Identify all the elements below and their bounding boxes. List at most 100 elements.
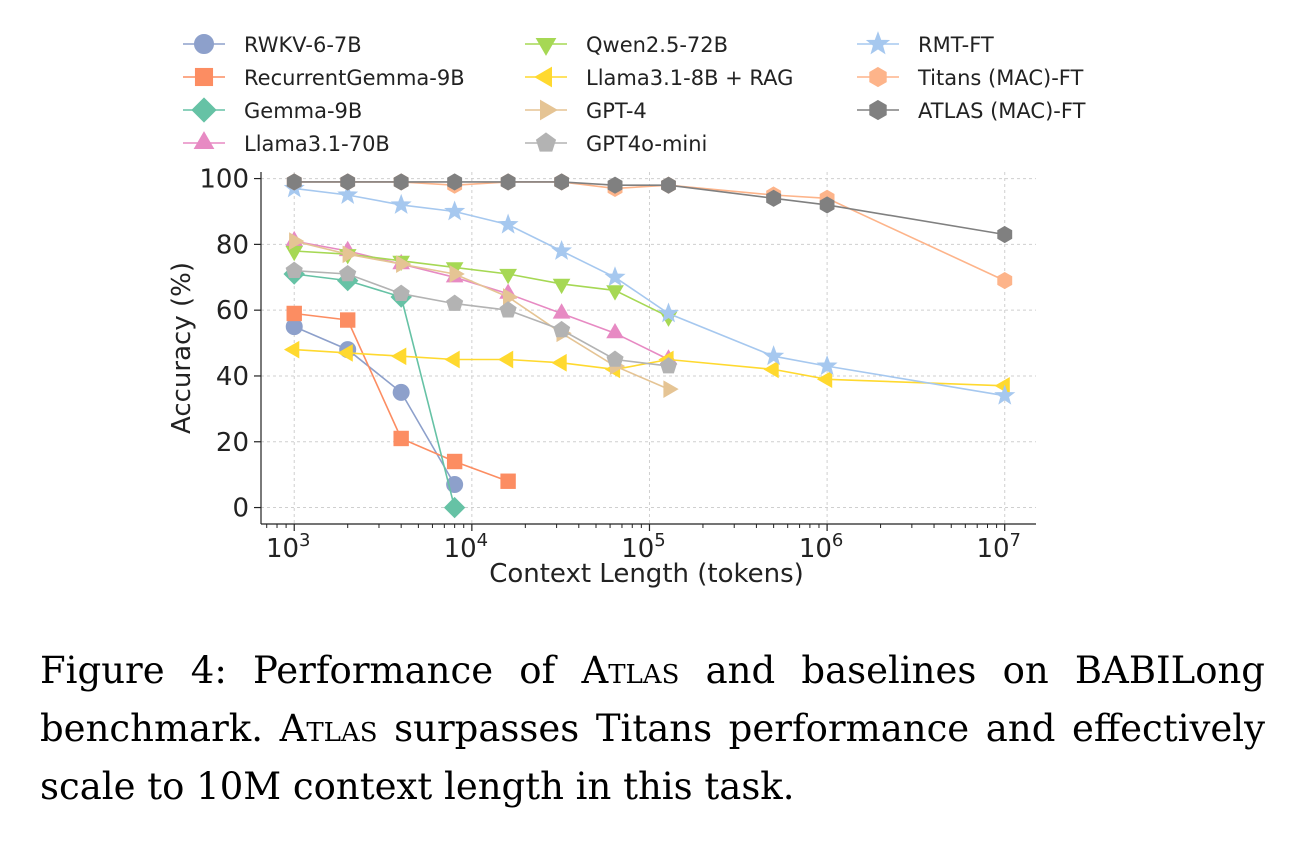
legend-marker (194, 67, 214, 87)
legend-entry-atlas-mac-ft: ATLAS (MAC)-FT (857, 99, 1086, 123)
legend-label: Titans (MAC)-FT (917, 66, 1083, 90)
data-point-gpt-4 (449, 265, 465, 283)
data-point-atlas-mac-ft (607, 176, 623, 194)
data-point-atlas-mac-ft (286, 173, 302, 191)
axes: 103 104 105 106 107 0 20 40 60 80 100 Context Lengt… (167, 165, 1036, 589)
series-atlas-mac-ft (286, 173, 1013, 244)
legend: RWKV-6-7B RecurrentGemma-9B Gemma-9B Llama3… (183, 31, 1086, 156)
data-point-gpt4o-mini (446, 294, 464, 311)
legend-label: ATLAS (MAC)-FT (918, 99, 1086, 123)
data-point-qwen2-5-72b (606, 285, 624, 301)
data-point-atlas-mac-ft (340, 173, 356, 191)
series-line-rwkv-6-7b (293, 325, 456, 485)
data-point-rmt-ft (337, 183, 359, 204)
legend-marker (535, 38, 557, 56)
data-point-rmt-ft (763, 345, 785, 366)
data-point-rmt-ft (816, 355, 838, 376)
data-point-atlas-mac-ft (554, 173, 569, 191)
data-point-llama3-1-8b-rag (444, 350, 460, 369)
legend-entry-rmt-ft: RMT-FT (857, 31, 994, 57)
data-point-recurrentgemma-9b (340, 312, 356, 328)
series-gemma-9b (283, 263, 466, 519)
data-point-recurrentgemma-9b (500, 473, 516, 489)
data-point-rwkv-6-7b (392, 383, 410, 401)
figure-caption: Figure 4: Performance of Atlas and basel… (40, 642, 1265, 816)
data-point-atlas-mac-ft (661, 176, 676, 194)
data-point-llama3-1-8b-rag (337, 344, 353, 362)
legend-label: Llama3.1-70B (244, 132, 390, 156)
legend-entry-rwkv-6-7b: RWKV-6-7B (183, 33, 362, 57)
x-tick-label: 103 (266, 530, 311, 564)
legend-marker (191, 97, 217, 123)
legend-label: Qwen2.5-72B (586, 33, 728, 57)
legend-entry-qwen2-5-72b: Qwen2.5-72B (525, 33, 728, 57)
legend-marker (194, 34, 214, 54)
series-recurrentgemma-9b (286, 305, 516, 489)
caption-text-1: Performance of (253, 649, 556, 692)
series-line-gpt-4 (294, 240, 669, 390)
y-tick-label: 20 (216, 428, 249, 458)
legend-label: RWKV-6-7B (244, 33, 362, 57)
data-point-gpt-4 (396, 255, 412, 273)
data-point-gpt-4 (342, 245, 358, 264)
data-point-gpt4o-mini (553, 320, 571, 338)
data-point-gpt-4 (663, 380, 679, 398)
data-point-rmt-ft (658, 302, 679, 323)
legend-marker (193, 131, 215, 149)
legend-entry-llama3-1-70b: Llama3.1-70B (183, 131, 390, 156)
data-point-gpt4o-mini (339, 264, 357, 282)
legend-label: RecurrentGemma-9B (244, 66, 465, 90)
data-point-gpt-4 (289, 232, 305, 250)
series-rwkv-6-7b (285, 318, 464, 494)
data-point-atlas-mac-ft (393, 173, 409, 191)
data-point-qwen2-5-72b (499, 268, 517, 285)
data-point-gpt4o-mini (499, 301, 517, 318)
legend-label: RMT-FT (918, 33, 994, 57)
x-axis-label: Context Length (tokens) (489, 559, 804, 589)
legend-entry-recurrentgemma-9b: RecurrentGemma-9B (183, 66, 465, 90)
data-point-rmt-ft (551, 239, 573, 260)
data-point-llama3-1-8b-rag (497, 350, 514, 369)
data-point-atlas-mac-ft (819, 196, 835, 214)
legend-entry-titans-mac-ft: Titans (MAC)-FT (857, 66, 1083, 90)
legend-entry-gpt-4: GPT-4 (525, 99, 647, 123)
series-line-gpt4o-mini (294, 269, 669, 367)
legend-marker (535, 132, 557, 152)
data-point-rmt-ft (994, 384, 1016, 405)
series-gpt4o-mini (285, 261, 678, 374)
data-point-qwen2-5-72b (552, 278, 571, 295)
legend-entry-llama3-1-8b-rag: Llama3.1-8B + RAG (525, 66, 793, 90)
legend-entry-gemma-9b: Gemma-9B (183, 97, 362, 123)
legend-label: Llama3.1-8B + RAG (586, 66, 793, 90)
legend-marker (865, 31, 891, 55)
data-point-gpt4o-mini (606, 350, 624, 367)
caption-atlas-2: Atlas (279, 707, 378, 750)
y-tick-label: 0 (232, 494, 249, 524)
legend-label: Gemma-9B (244, 99, 362, 123)
data-point-recurrentgemma-9b (393, 430, 409, 447)
caption-label: Figure 4: (40, 649, 227, 692)
data-point-rmt-ft (604, 266, 626, 287)
legend-marker (534, 66, 552, 88)
data-point-recurrentgemma-9b (446, 453, 463, 470)
chart: 103 104 105 106 107 0 20 40 60 80 100 Context Lengt… (167, 31, 1086, 589)
legend-marker (869, 99, 887, 121)
data-point-llama3-1-70b (606, 322, 624, 339)
data-point-atlas-mac-ft (447, 173, 463, 191)
x-tick-label: 105 (621, 530, 666, 564)
x-tick-label: 106 (799, 530, 844, 564)
data-point-llama3-1-8b-rag (551, 353, 567, 372)
legend-marker (869, 66, 887, 88)
y-tick-label: 100 (199, 165, 249, 195)
caption-atlas-1: Atlas (581, 649, 680, 692)
data-point-titans-mac-ft (997, 272, 1013, 290)
x-tick-label: 104 (444, 530, 489, 564)
series-layer (283, 173, 1016, 519)
y-tick-label: 80 (216, 230, 249, 260)
data-point-rwkv-6-7b (446, 476, 464, 494)
caption-text-2: and baselines on BABILong benchmark. (40, 649, 1265, 750)
data-point-qwen2-5-72b (285, 245, 304, 262)
data-point-gpt4o-mini (659, 357, 678, 374)
caption-text-3: surpasses Titans performance and effecti… (40, 707, 1266, 808)
data-point-gpt4o-mini (392, 284, 410, 301)
